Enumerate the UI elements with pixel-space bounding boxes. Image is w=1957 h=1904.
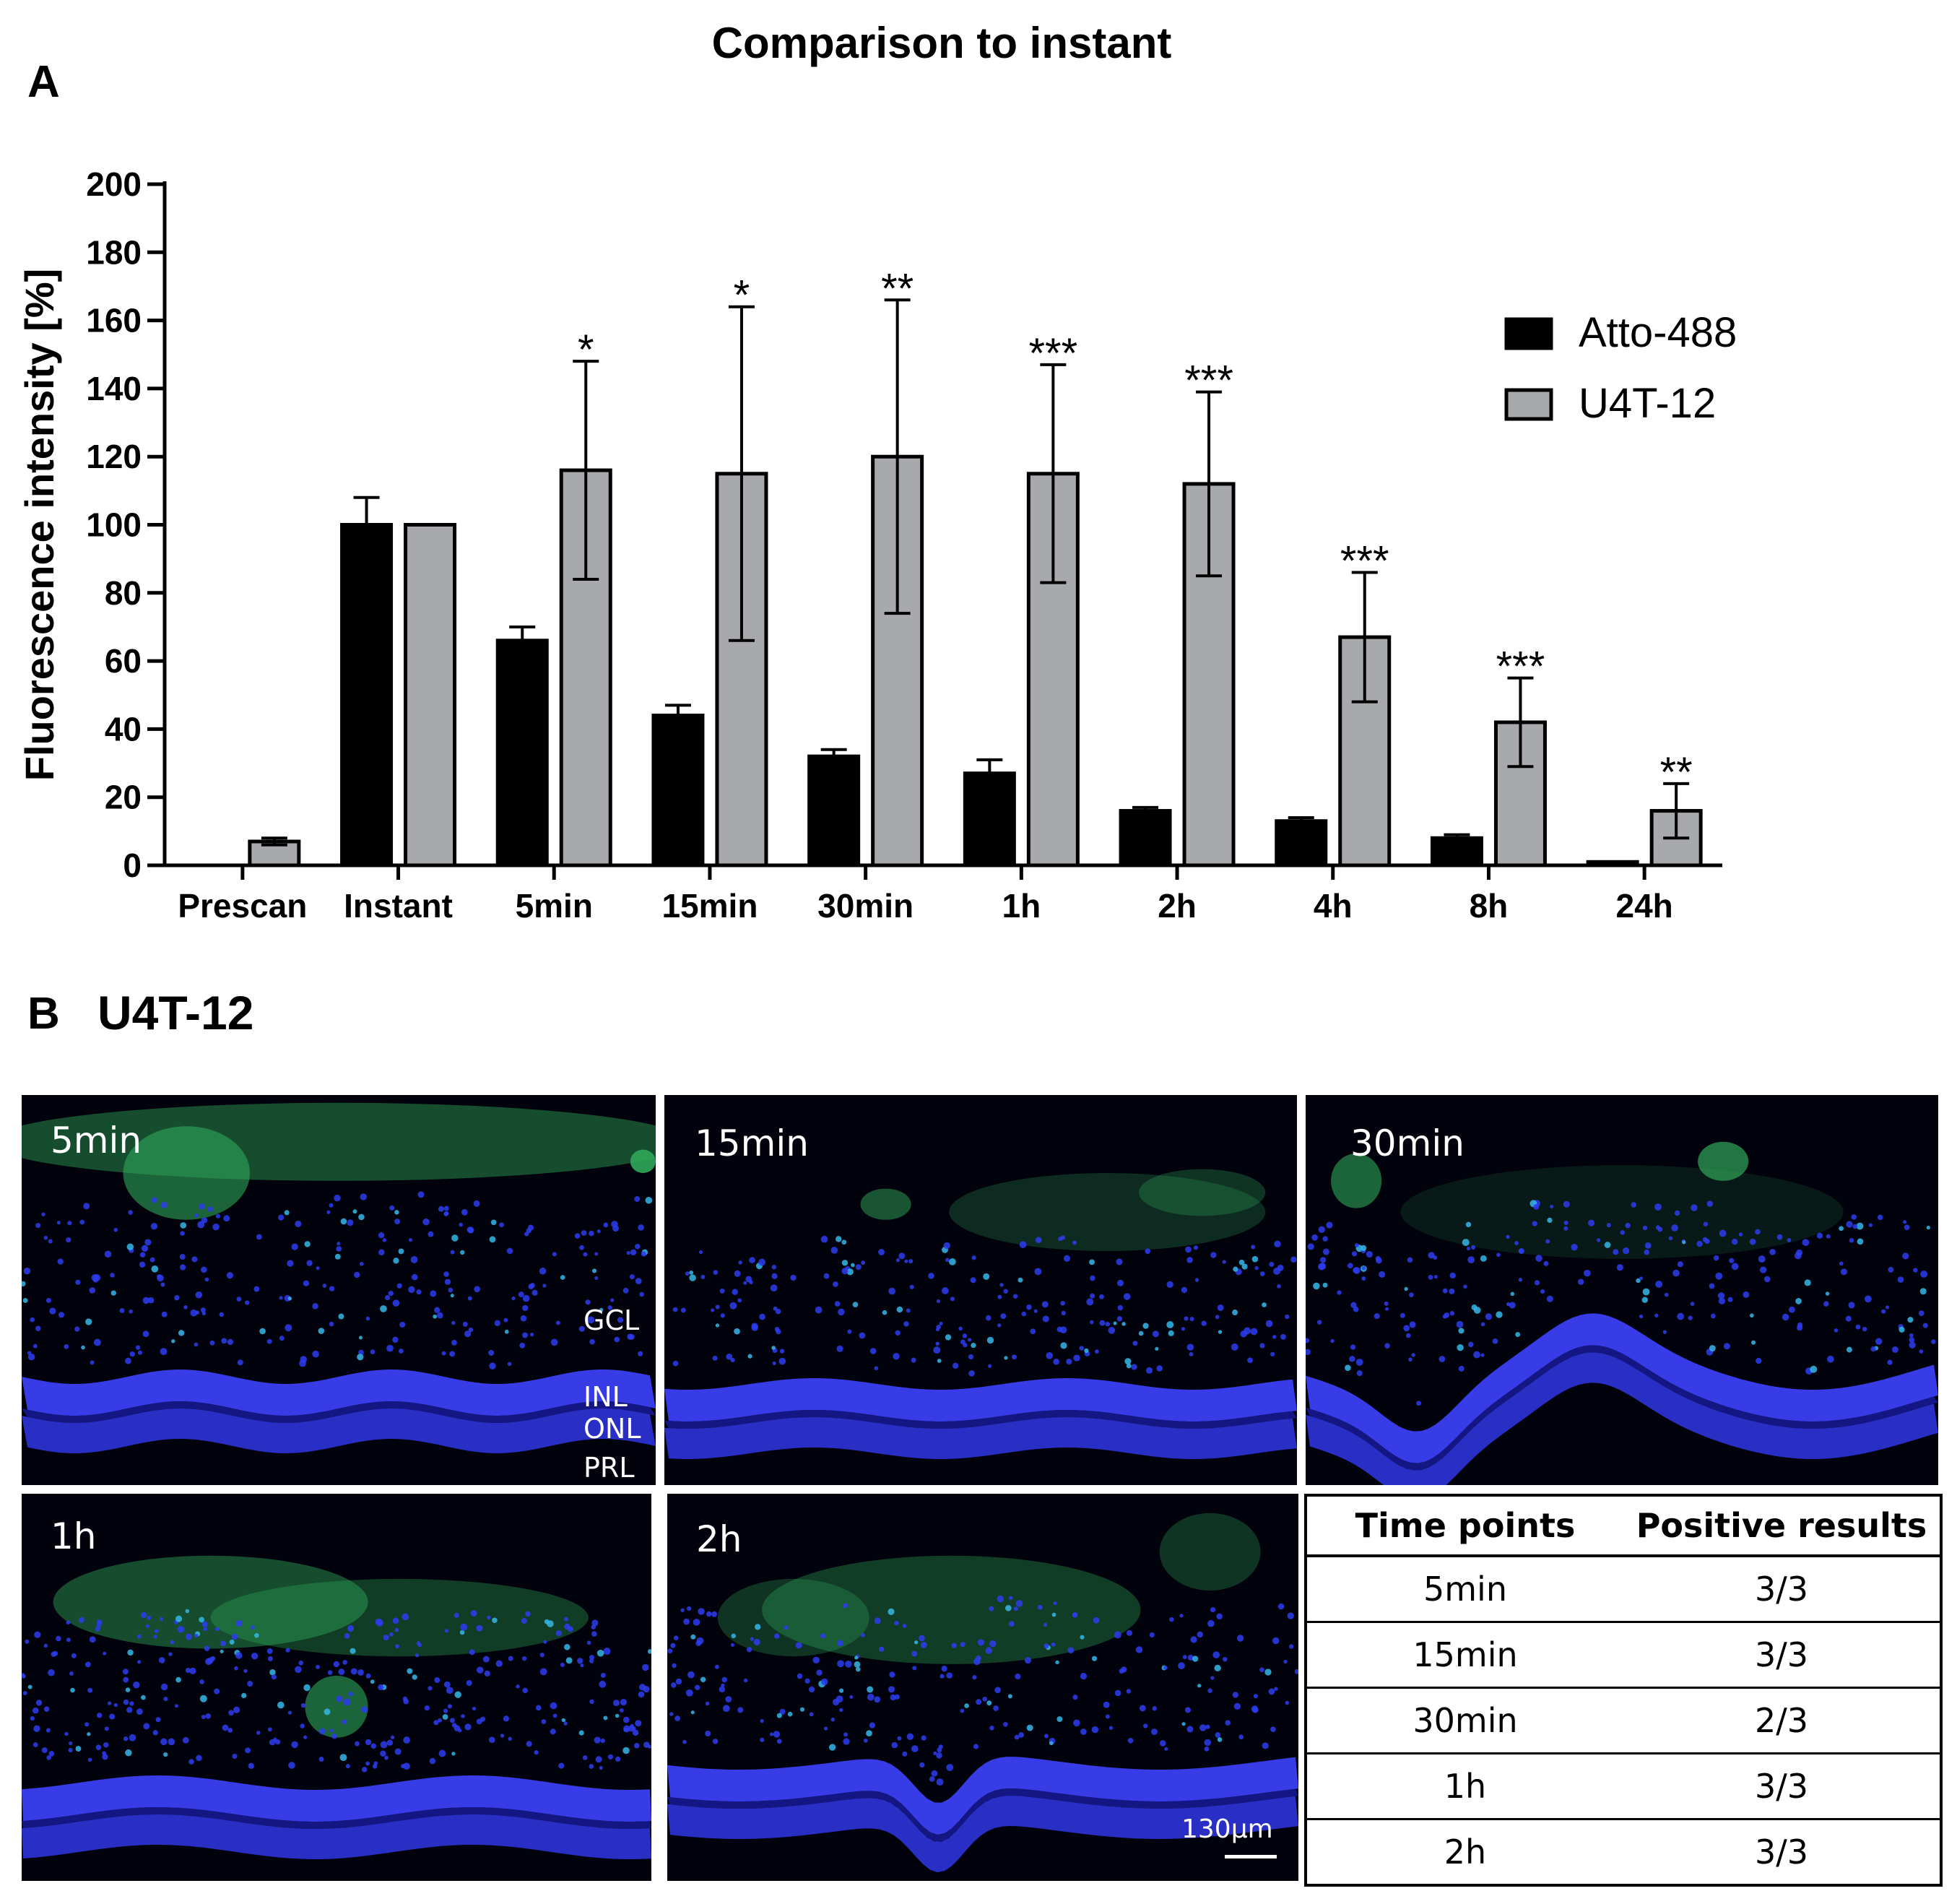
x-tick-label: Instant <box>344 887 453 925</box>
y-tick-label: 180 <box>86 233 142 271</box>
bar-chart: Comparison to instant Fluorescence intens… <box>17 19 1737 925</box>
micrograph-2h: 2h 130µm <box>667 1494 1298 1881</box>
y-tick-label: 20 <box>105 779 142 816</box>
panel-b-label: B <box>27 989 60 1039</box>
y-tick-label: 40 <box>105 710 142 748</box>
significance-marker: *** <box>1184 358 1233 404</box>
x-tick-label: 15min <box>661 887 758 925</box>
panel-a-label: A <box>27 57 60 107</box>
x-tick-label: Prescan <box>178 887 307 925</box>
x-tick-label: 5min <box>516 887 593 925</box>
bar-atto-488-4h <box>1275 819 1328 867</box>
x-tick-label: 4h <box>1314 887 1353 925</box>
significance-marker: *** <box>1496 644 1545 691</box>
micrograph-5min: 5min GCL INL ONL PRL <box>22 1095 656 1485</box>
micrograph-1h: 1h <box>22 1494 651 1881</box>
chart-title: Comparison to instant <box>712 19 1172 67</box>
micrograph-image <box>664 1095 1297 1485</box>
table-row: 30min 2/3 <box>1306 1687 1941 1754</box>
legend-label: Atto-488 <box>1579 309 1737 356</box>
bar-atto-488-instant <box>340 523 394 867</box>
layer-label-prl: PRL <box>583 1452 635 1484</box>
significance-marker: ** <box>1660 749 1693 796</box>
bar-atto-488-2h <box>1119 809 1172 867</box>
layer-label-gcl: GCL <box>583 1304 640 1336</box>
micrograph-image <box>22 1095 656 1485</box>
table-row: 1h 3/3 <box>1306 1752 1941 1819</box>
y-tick-label: 160 <box>86 302 142 339</box>
micrograph-label: 5min <box>51 1120 142 1161</box>
micrograph-image <box>1306 1095 1938 1485</box>
table-cell: 15min <box>1306 1621 1623 1688</box>
micrograph-image <box>667 1494 1298 1881</box>
table-row: 2h 3/3 <box>1306 1818 1941 1885</box>
y-tick-label: 60 <box>105 642 142 680</box>
table-header-row: Time points Positive results <box>1306 1495 1941 1557</box>
table-cell: 5min <box>1306 1554 1623 1622</box>
significance-marker: *** <box>1028 330 1077 377</box>
micrograph-label: 15min <box>695 1122 809 1164</box>
significance-marker: *** <box>1340 538 1389 585</box>
x-tick-label: 2h <box>1158 887 1197 925</box>
bar-atto-488-30min <box>807 754 861 867</box>
bar-atto-488-15min <box>651 714 705 867</box>
y-tick-label: 120 <box>86 438 142 475</box>
legend-swatch-atto-488 <box>1504 317 1553 350</box>
table-cell: 2/3 <box>1623 1687 1941 1754</box>
micrograph-15min: 15min <box>664 1095 1297 1485</box>
y-tick-label: 140 <box>86 370 142 407</box>
table-cell: 1h <box>1306 1752 1623 1819</box>
micrograph-label: 1h <box>51 1515 97 1557</box>
bar-atto-488-24h <box>1586 860 1639 867</box>
x-tick-label: 30min <box>817 887 914 925</box>
bar-atto-488-1h <box>963 771 1016 867</box>
y-tick-label: 100 <box>86 506 142 544</box>
table-header-time-points: Time points <box>1306 1495 1623 1557</box>
bar-u4t-12-1h <box>1026 472 1080 867</box>
y-tick-label: 0 <box>123 847 142 884</box>
bar-atto-488-5min <box>495 639 549 867</box>
layer-label-inl: INL <box>583 1381 628 1413</box>
micrograph-image <box>22 1494 651 1881</box>
bar-atto-488-8h <box>1430 836 1483 867</box>
panel-b-title: U4T-12 <box>97 986 254 1039</box>
x-tick-label: 8h <box>1470 887 1509 925</box>
significance-marker: * <box>734 272 750 319</box>
micrograph-label: 2h <box>696 1518 742 1560</box>
layer-label-onl: ONL <box>583 1413 641 1445</box>
table-header-positive-results: Positive results <box>1623 1495 1941 1557</box>
y-tick-label: 200 <box>86 165 142 203</box>
table-cell: 3/3 <box>1623 1621 1941 1688</box>
significance-marker: * <box>578 326 594 373</box>
x-tick-label: 1h <box>1002 887 1041 925</box>
table-row: 5min 3/3 <box>1306 1554 1941 1622</box>
table-row: 15min 3/3 <box>1306 1621 1941 1688</box>
y-axis-label: Fluorescence intensity [%] <box>17 269 62 782</box>
micrograph-30min: 30min <box>1306 1095 1938 1485</box>
table-cell: 3/3 <box>1623 1752 1941 1819</box>
table-cell: 3/3 <box>1623 1554 1941 1622</box>
bar-u4t-12-instant <box>404 523 457 867</box>
significance-marker: ** <box>881 265 914 312</box>
results-table: Time points Positive results 5min 3/3 15m… <box>1304 1494 1943 1887</box>
table-cell: 2h <box>1306 1818 1623 1885</box>
scale-bar <box>1225 1855 1277 1858</box>
x-tick-label: 24h <box>1616 887 1673 925</box>
scale-bar-label: 130µm <box>1181 1814 1273 1844</box>
legend-swatch-u4t-12 <box>1504 388 1553 421</box>
table-cell: 30min <box>1306 1687 1623 1754</box>
y-tick-label: 80 <box>105 574 142 612</box>
micrograph-label: 30min <box>1350 1122 1465 1164</box>
table-cell: 3/3 <box>1623 1818 1941 1885</box>
legend-label: U4T-12 <box>1579 380 1716 427</box>
